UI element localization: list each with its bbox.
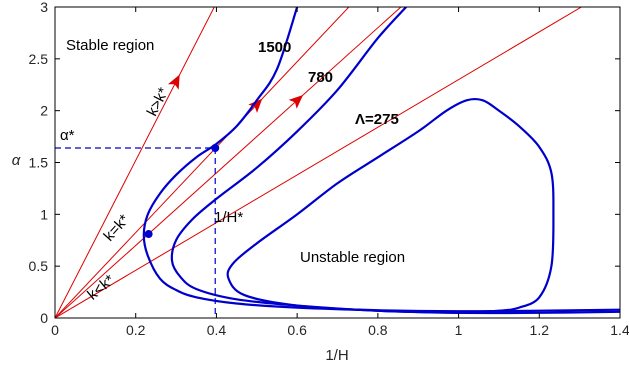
guide-layer [55, 143, 220, 318]
tangency-point-1 [211, 143, 220, 152]
data-layer [55, 7, 620, 318]
x-tick-label-2: 0.4 [207, 322, 227, 338]
series-label-275: Λ=275 [355, 111, 399, 128]
y-tick-label-2: 1 [40, 206, 48, 222]
x-tick-label-7: 1.4 [610, 322, 629, 338]
ray-label-k-greater: k>k* [144, 85, 173, 119]
x-tick-label-3: 0.6 [287, 322, 307, 338]
y-tick-label-0: 0 [40, 310, 48, 326]
x-axis-label: 1/H [325, 347, 348, 364]
stable-region-label: Stable region [66, 37, 154, 54]
x-tick-label-5: 1 [455, 322, 463, 338]
ray-label-k-equal: k=k* [100, 211, 133, 244]
curve-series-1 [170, 7, 620, 315]
x-tick-label-6: 1.2 [530, 322, 550, 338]
ray-arrowhead-2 [288, 94, 304, 109]
tick-layer: 0 0.2 0.4 0.6 0.8 1 1.2 1.4 0 0.5 1 1.5 2 2.5 3 [29, 0, 629, 338]
curve-series-2 [226, 97, 555, 314]
ray-label-k-less: k<k* [84, 271, 118, 303]
x-tick-label-0: 0 [51, 322, 59, 338]
ray-line-3 [55, 7, 582, 318]
alpha-star-label: α* [60, 127, 75, 144]
inv-h-star-label: 1/H* [214, 209, 243, 226]
y-tick-label-3: 1.5 [29, 155, 49, 171]
unstable-region-label: Unstable region [300, 249, 405, 266]
y-tick-label-4: 2 [40, 103, 48, 119]
ray-line-2 [55, 7, 402, 318]
y-tick-label-5: 2.5 [29, 51, 49, 67]
x-tick-label-1: 0.2 [126, 322, 146, 338]
y-axis-label: α [12, 152, 21, 169]
y-tick-label-1: 0.5 [29, 258, 49, 274]
y-tick-label-6: 3 [40, 0, 48, 15]
ray-line-1 [55, 7, 350, 318]
x-tick-label-4: 0.8 [368, 322, 388, 338]
ray-line-0 [55, 7, 215, 318]
series-label-780: 780 [308, 69, 333, 86]
ray-arrowhead-1 [248, 98, 263, 113]
series-label-1500: 1500 [258, 39, 291, 56]
tangency-point-0 [144, 230, 153, 239]
ray-arrowhead-0 [167, 74, 180, 90]
